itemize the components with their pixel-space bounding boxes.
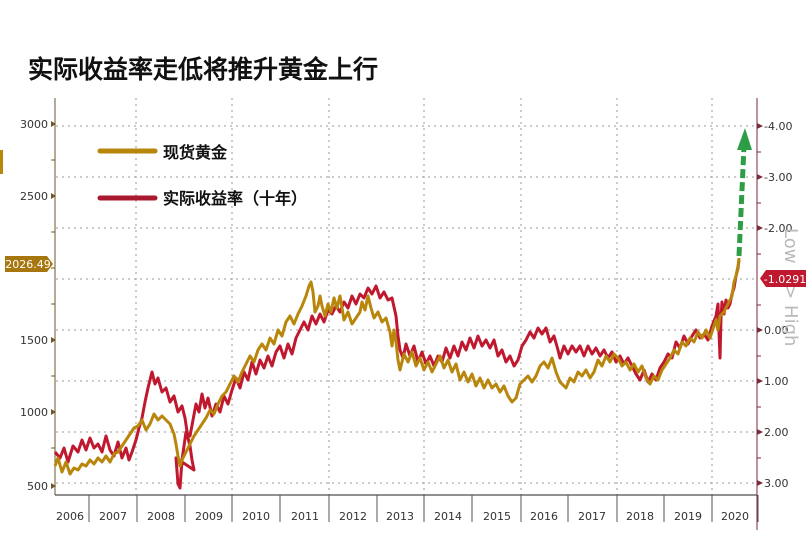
gold-series-line [53, 257, 741, 476]
right-tick-neg2: -2.00 [764, 222, 792, 235]
right-tick-neg3: -3.00 [764, 171, 792, 184]
right-axis: -4.00 -3.00 -2.00 0.00 1.00 2.00 3.00 [756, 98, 792, 530]
year-label: 2009 [195, 510, 223, 523]
left-tick-2500: 2500 [20, 190, 48, 203]
year-label: 2007 [99, 510, 127, 523]
right-tick-neg4: -4.00 [764, 120, 792, 133]
x-axis: 2006 2007 2008 2009 2010 2011 2012 2013 … [55, 494, 759, 523]
year-label: 2018 [626, 510, 654, 523]
year-label: 2014 [434, 510, 462, 523]
yield-series-line [53, 259, 741, 490]
chart-title: 实际收益率走低将推升黄金上行 [28, 55, 379, 84]
up-arrow-annotation [736, 128, 752, 257]
left-tick-500: 500 [27, 480, 48, 493]
year-label: 2020 [721, 510, 749, 523]
gold-last-value: 2026.49 [5, 258, 51, 271]
edge-fragment [0, 150, 3, 174]
legend-gold-label: 现货黄金 [163, 143, 228, 162]
left-tick-3000: 3000 [20, 118, 48, 131]
right-tick-1: 1.00 [764, 375, 789, 388]
year-label: 2006 [56, 510, 84, 523]
yield-last-value: -1.0291 [764, 273, 806, 286]
year-label: 2008 [147, 510, 175, 523]
left-tick-1500: 1500 [20, 334, 48, 347]
vertical-gridlines [135, 98, 713, 495]
horizontal-gridlines [56, 125, 757, 484]
gold-last-value-badge: 2026.49 [5, 256, 53, 272]
legend-yield-label: 实际收益率（十年） [163, 189, 307, 208]
year-label: 2017 [578, 510, 606, 523]
year-label: 2010 [242, 510, 270, 523]
year-label: 2019 [674, 510, 702, 523]
low-high-label: Low <> High [780, 228, 801, 346]
left-tick-1000: 1000 [20, 406, 48, 419]
right-tick-3: 3.00 [764, 477, 789, 490]
yield-last-value-badge: -1.0291 [760, 270, 806, 287]
year-label: 2015 [483, 510, 511, 523]
legend: 现货黄金 实际收益率（十年） [97, 143, 307, 208]
year-label: 2016 [530, 510, 558, 523]
right-tick-2: 2.00 [764, 426, 789, 439]
year-label: 2013 [386, 510, 414, 523]
year-label: 2012 [339, 510, 367, 523]
right-tick-0: 0.00 [764, 324, 789, 337]
year-label: 2011 [291, 510, 319, 523]
left-axis: 3000 2500 1500 1000 500 [20, 98, 56, 495]
